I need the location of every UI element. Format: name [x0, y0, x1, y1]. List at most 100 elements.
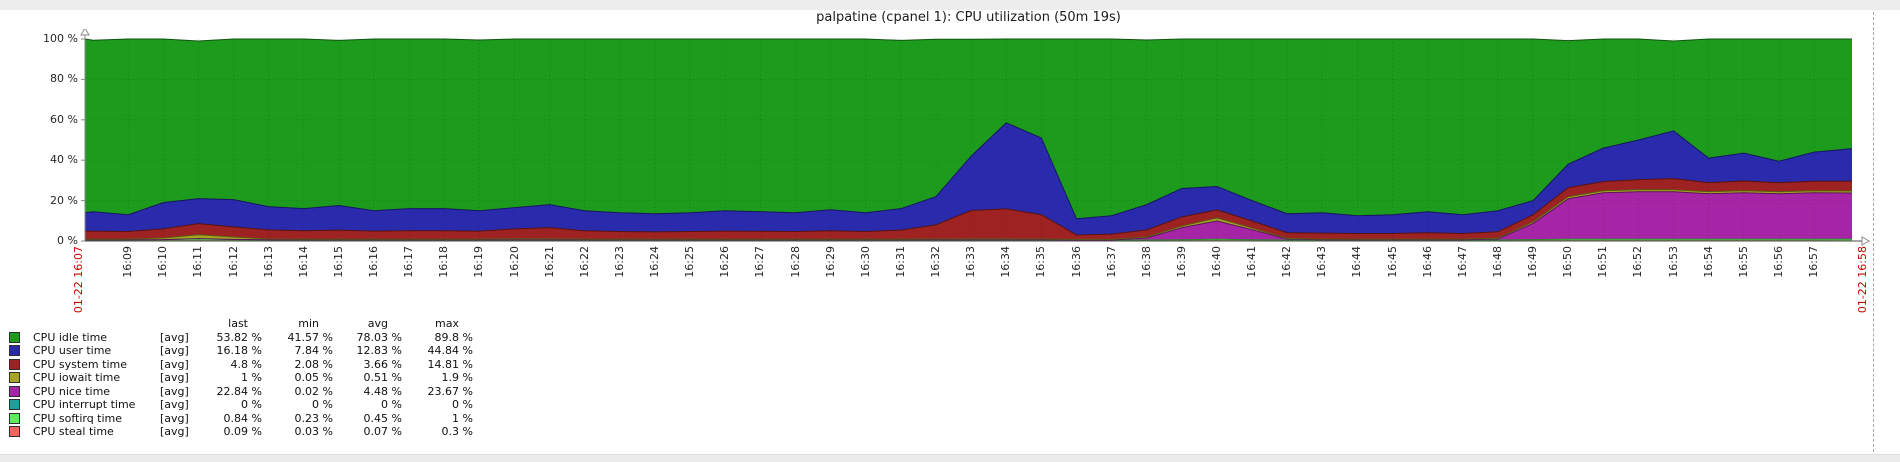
legend-row: CPU user time [avg] 16.18 % 7.84 % 12.83 % 44…	[9, 344, 473, 358]
x-axis-label: 16:17	[402, 246, 416, 278]
legend-max-value: 23.67 %	[427, 384, 473, 398]
legend-table: last min avg max CPU idle time [avg] 53.82…	[9, 317, 473, 439]
legend-last-value: 53.82 %	[216, 330, 262, 344]
legend-item-label: CPU steal time	[33, 425, 114, 438]
legend-column-header: max	[435, 317, 459, 330]
x-axis-label: 16:37	[1104, 246, 1118, 278]
y-axis-label: 60 %	[50, 112, 78, 126]
x-axis-label: 16:44	[1350, 246, 1364, 278]
legend-last-value: 4.8 %	[230, 357, 262, 371]
x-axis-label: 16:23	[612, 246, 626, 278]
legend-color-swatch-idle	[9, 331, 20, 343]
legend-max-value: 0 %	[452, 398, 473, 411]
x-axis-label: 16:35	[1034, 246, 1048, 278]
x-axis-label: 16:45	[1385, 246, 1399, 278]
legend-row: CPU softirq time [avg] 0.84 % 0.23 % 0.45 % 1…	[9, 412, 473, 426]
x-axis-label: 16:21	[542, 246, 556, 278]
legend-row: CPU steal time [avg] 0.09 % 0.03 % 0.07 % 0.3…	[9, 425, 473, 439]
legend-header-row: last min avg max	[9, 317, 473, 331]
legend-function-label: [avg]	[160, 425, 189, 438]
legend-row: CPU iowait time [avg] 1 % 0.05 % 0.51 % 1.9 %	[9, 371, 473, 385]
legend-item-label: CPU interrupt time	[33, 398, 136, 411]
x-axis-label: 16:49	[1526, 246, 1540, 278]
legend-function-label: [avg]	[160, 384, 189, 398]
x-axis-edge-label: 01-22 16:58	[1856, 246, 1869, 314]
legend-row: CPU interrupt time [avg] 0 % 0 % 0 % 0 %	[9, 398, 473, 412]
x-axis-label: 16:42	[1280, 246, 1294, 278]
legend-avg-value: 0.51 %	[363, 371, 402, 384]
x-axis-label: 16:24	[648, 246, 662, 278]
legend-avg-value: 0 %	[381, 398, 402, 411]
x-axis-label: 16:18	[437, 246, 451, 278]
x-axis-label: 16:47	[1455, 246, 1469, 278]
legend-function-label: [avg]	[160, 411, 189, 425]
x-axis-label: 16:19	[472, 246, 486, 278]
page-top-strip	[0, 0, 1900, 10]
x-axis-label: 16:36	[1069, 246, 1083, 278]
x-axis-label: 16:34	[999, 246, 1013, 278]
x-axis-label: 16:52	[1631, 246, 1645, 278]
x-axis-label: 16:48	[1490, 246, 1504, 278]
y-axis-label: 100 %	[43, 32, 78, 45]
x-axis-arrow-icon	[1861, 236, 1871, 246]
x-axis-label: 16:10	[156, 246, 170, 278]
legend-min-value: 7.84 %	[294, 344, 333, 357]
legend-avg-value: 3.66 %	[363, 357, 402, 371]
legend-column-header: avg	[367, 317, 388, 330]
y-axis-label: 20 %	[50, 193, 78, 207]
x-axis-label: 16:56	[1771, 246, 1785, 278]
legend-item-label: CPU user time	[33, 344, 112, 357]
legend-min-value: 41.57 %	[287, 330, 333, 344]
legend-color-swatch-interrupt	[9, 399, 20, 410]
y-axis-label: 0 %	[57, 234, 78, 247]
x-axis-label: 16:30	[858, 246, 872, 278]
legend-max-value: 0.3 %	[441, 425, 473, 438]
legend-row: CPU system time [avg] 4.8 % 2.08 % 3.66 % 14.…	[9, 358, 473, 372]
page-bottom-strip	[0, 454, 1900, 462]
x-axis-label: 16:38	[1139, 246, 1153, 278]
x-axis-label: 16:43	[1315, 246, 1329, 278]
legend-function-label: [avg]	[160, 357, 189, 371]
x-axis-label: 16:27	[753, 246, 767, 278]
x-axis-label: 16:20	[507, 246, 521, 278]
legend-last-value: 0.09 %	[223, 425, 262, 438]
x-axis-label: 16:12	[226, 246, 240, 278]
legend-function-label: [avg]	[160, 330, 189, 344]
legend-last-value: 1 %	[241, 371, 262, 384]
area-edge-nice	[85, 191, 1853, 241]
x-axis-label: 16:40	[1209, 246, 1223, 278]
x-axis-label: 16:26	[718, 246, 732, 278]
legend-last-value: 0 %	[241, 398, 262, 411]
x-axis-label: 16:51	[1596, 246, 1610, 278]
legend-max-value: 44.84 %	[427, 344, 473, 357]
chart-title: palpatine (cpanel 1): CPU utilization (5…	[816, 10, 1121, 25]
x-axis-label: 16:09	[121, 246, 135, 278]
legend-avg-value: 78.03 %	[356, 330, 402, 344]
legend-color-swatch-user	[9, 345, 20, 356]
x-axis-label: 16:41	[1245, 246, 1259, 278]
legend-avg-value: 4.48 %	[363, 384, 402, 398]
legend-max-value: 1 %	[452, 411, 473, 425]
legend-max-value: 1.9 %	[441, 371, 473, 384]
cpu-utilization-stacked-area-chart[interactable]	[79, 29, 1874, 249]
area-idle	[85, 39, 1852, 219]
x-axis-label: 16:32	[929, 246, 942, 278]
legend-min-value: 2.08 %	[294, 357, 333, 371]
x-axis-label: 16:55	[1736, 246, 1750, 278]
x-axis-label: 16:46	[1420, 246, 1434, 278]
legend-max-value: 14.81 %	[427, 357, 473, 371]
legend-row: CPU nice time [avg] 22.84 % 0.02 % 4.48 % 23.…	[9, 385, 473, 399]
legend-item-label: CPU idle time	[33, 330, 108, 344]
legend-min-value: 0.23 %	[294, 411, 333, 425]
area-system	[85, 178, 1852, 240]
legend-max-value: 89.8 %	[434, 330, 473, 344]
x-axis-label: 16:57	[1807, 246, 1821, 278]
x-axis-label: 16:13	[261, 246, 275, 278]
y-axis-label: 80 %	[50, 72, 78, 86]
x-axis-label: 16:31	[893, 246, 907, 278]
legend-last-value: 22.84 %	[216, 384, 262, 398]
x-axis-label: 16:54	[1701, 246, 1715, 278]
y-axis-label: 40 %	[50, 153, 78, 167]
x-axis-label: 16:14	[296, 246, 310, 278]
